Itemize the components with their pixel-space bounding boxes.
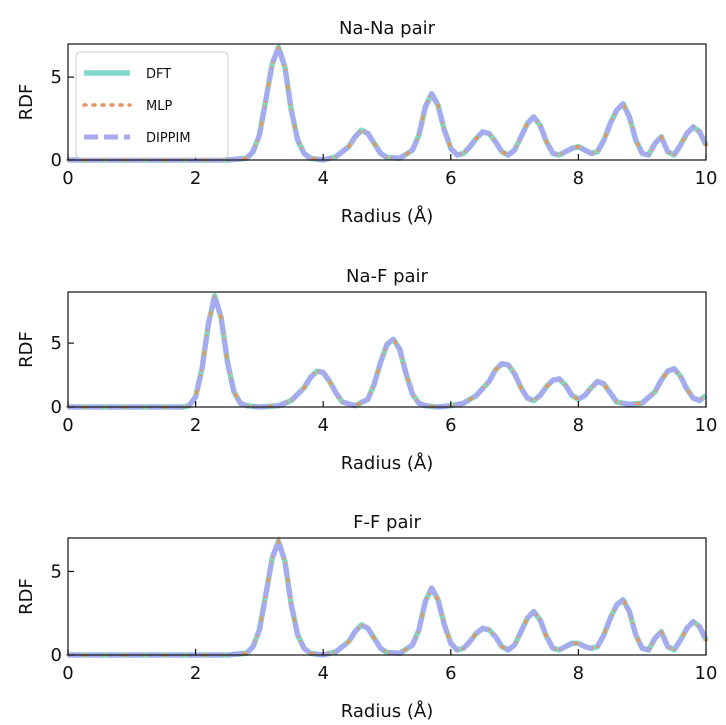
legend-label-mlp: MLP xyxy=(146,99,172,114)
axes-frame xyxy=(67,537,707,656)
y-axis-label: RDF xyxy=(16,331,37,368)
x-tick-label: 4 xyxy=(317,168,328,189)
x-axis-label: Radius (Å) xyxy=(341,205,433,227)
x-tick-label: 2 xyxy=(190,168,201,189)
panel-3: F-F pair 0 2 4 6 8 10 0 5 Radius (Å) RDF xyxy=(16,512,717,722)
x-tick-label: 6 xyxy=(445,415,456,436)
y-tick-label: 5 xyxy=(51,333,62,354)
legend-label-dippim: DIPPIM xyxy=(146,131,191,146)
y-axis-label: RDF xyxy=(16,578,37,615)
legend-label-dft: DFT xyxy=(146,67,171,82)
axes-frame xyxy=(67,43,707,161)
x-tick-label: 10 xyxy=(695,663,718,684)
panel-1: Na-Na pair 0 2 4 6 8 10 0 5 Radius (Å) RDF DFT MLP DI… xyxy=(16,18,717,227)
x-tick-label: 8 xyxy=(573,168,584,189)
series-dippim-line xyxy=(68,293,708,410)
x-tick-label: 4 xyxy=(317,663,328,684)
y-axis-label: RDF xyxy=(16,84,37,121)
series-dippim-line xyxy=(68,538,709,658)
chart-title: Na-F pair xyxy=(346,266,429,287)
x-tick-label: 10 xyxy=(695,415,718,436)
x-tick-label: 0 xyxy=(62,168,73,189)
y-tick-label: 5 xyxy=(51,67,62,88)
x-tick-label: 8 xyxy=(573,663,584,684)
y-tick-label: 0 xyxy=(51,397,62,418)
x-tick-label: 0 xyxy=(62,663,73,684)
series-dippim-line xyxy=(68,44,709,163)
x-tick-label: 2 xyxy=(190,663,201,684)
x-tick-label: 6 xyxy=(445,168,456,189)
y-tick-label: 0 xyxy=(51,150,62,171)
x-axis-label: Radius (Å) xyxy=(341,700,433,722)
x-axis-label: Radius (Å) xyxy=(341,452,433,474)
axes-frame xyxy=(67,291,707,408)
x-tick-label: 8 xyxy=(573,415,584,436)
x-tick-label: 10 xyxy=(695,168,718,189)
x-tick-label: 6 xyxy=(445,663,456,684)
panel-2: Na-F pair 0 2 4 6 8 10 0 5 Radius (Å) RDF xyxy=(16,266,717,474)
legend: DFT MLP DIPPIM xyxy=(75,51,229,159)
x-tick-label: 4 xyxy=(317,415,328,436)
chart-title: Na-Na pair xyxy=(339,18,436,39)
y-tick-label: 0 xyxy=(51,645,62,666)
x-tick-label: 2 xyxy=(190,415,201,436)
y-tick-label: 5 xyxy=(51,561,62,582)
x-tick-label: 0 xyxy=(62,415,73,436)
chart-title: F-F pair xyxy=(353,512,421,533)
series-dft-line xyxy=(68,538,709,658)
series-mlp-line xyxy=(66,535,708,657)
